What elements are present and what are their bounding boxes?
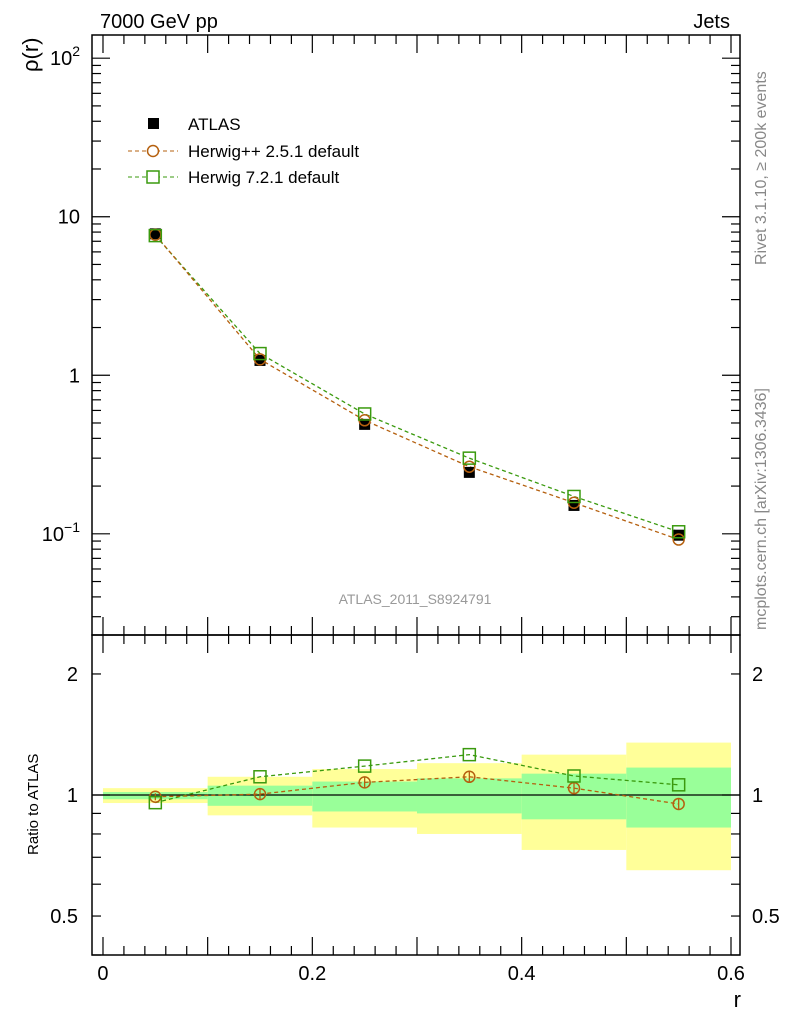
ratio-ylabel: Ratio to ATLAS (25, 754, 42, 855)
xtick-labels: 0 0.2 0.4 0.6 (97, 963, 744, 985)
ratio-herwig7-point (671, 778, 686, 792)
herwig7-line (154, 235, 679, 533)
herwig7-point (148, 228, 163, 243)
atlas-point (149, 228, 161, 240)
ratio-ytick-label-right: 1 (752, 785, 763, 807)
xlabel: r (734, 987, 741, 1012)
ratio-ytick-label-right: 2 (752, 664, 763, 686)
header-left: 7000 GeV pp (100, 11, 218, 33)
main-ytick-label: 10 (58, 207, 80, 229)
herwig7-point (357, 407, 372, 421)
xtick-label: 0 (97, 963, 108, 985)
main-ytick-label: 1 (69, 365, 80, 387)
ratio-ytick-label-right: 0.5 (752, 906, 780, 928)
axes (91, 34, 741, 956)
ratio-herwig7-line (155, 753, 679, 804)
chart-marks (148, 228, 686, 811)
ratio-herwigpp-point (253, 787, 267, 801)
legend-atlas-marker (148, 118, 159, 129)
band-inner-bin (626, 767, 731, 828)
herwigpp-point (463, 460, 476, 473)
herwig7-point (567, 489, 581, 504)
herwigpp-line (154, 234, 679, 541)
ratio-ytick-label-left: 1 (67, 785, 78, 807)
ratio-ytick-labels: 2 2 1 1 0.5 0.5 (50, 664, 780, 928)
main-ytick-label: 102 (50, 43, 80, 70)
band-inner-bin (416, 778, 522, 814)
legend-herwig7-marker (146, 170, 160, 184)
band-inner-bin (521, 773, 627, 820)
ratio-herwig7-point (462, 747, 477, 762)
ratio-herwig7-point (567, 769, 581, 783)
atlas-point (673, 529, 685, 541)
herwig7-point (253, 346, 267, 361)
header-right: Jets (693, 11, 730, 33)
analysis-watermark: ATLAS_2011_S8924791 (339, 591, 492, 607)
herwig7-point (462, 451, 477, 465)
ratio-ytick-label-left: 2 (67, 664, 78, 686)
herwigpp-point (672, 533, 685, 546)
xtick-label: 0.4 (508, 963, 536, 985)
side-text-rivet: Rivet 3.1.10, ≥ 200k events (753, 71, 770, 265)
ratio-ytick-label-left: 0.5 (50, 906, 78, 928)
legend: ATLAS Herwig++ 2.5.1 default Herwig 7.2.… (128, 115, 359, 187)
atlas-point (254, 354, 266, 366)
ratio-herwigpp-point (463, 770, 476, 784)
ratio-herwig7-point (148, 795, 163, 810)
main-ylabel: ρ(r) (18, 38, 43, 73)
main-ytick-label: 10−1 (42, 519, 80, 546)
legend-herwig7-label: Herwig 7.2.1 default (188, 168, 339, 187)
xtick-label: 0.2 (298, 963, 326, 985)
ratio-bands (92, 742, 740, 871)
atlas-point (359, 418, 371, 430)
atlas-point (568, 499, 580, 511)
main-ytick-labels: 102 10 1 10−1 (42, 43, 80, 546)
side-text-mcplots: mcplots.cern.ch [arXiv:1306.3436] (753, 388, 770, 630)
ratio-herwigpp-point (672, 797, 685, 811)
ratio-herwigpp-line (155, 776, 679, 805)
ratio-herwig7-point (253, 770, 267, 784)
ratio-herwig7-point (357, 759, 372, 773)
legend-herwigpp-marker (146, 144, 160, 158)
herwig7-point (671, 525, 686, 539)
ratio-herwigpp-point (358, 776, 371, 789)
xtick-label: 0.6 (717, 963, 745, 985)
legend-herwigpp-label: Herwig++ 2.5.1 default (188, 142, 359, 161)
legend-atlas-label: ATLAS (188, 115, 241, 134)
